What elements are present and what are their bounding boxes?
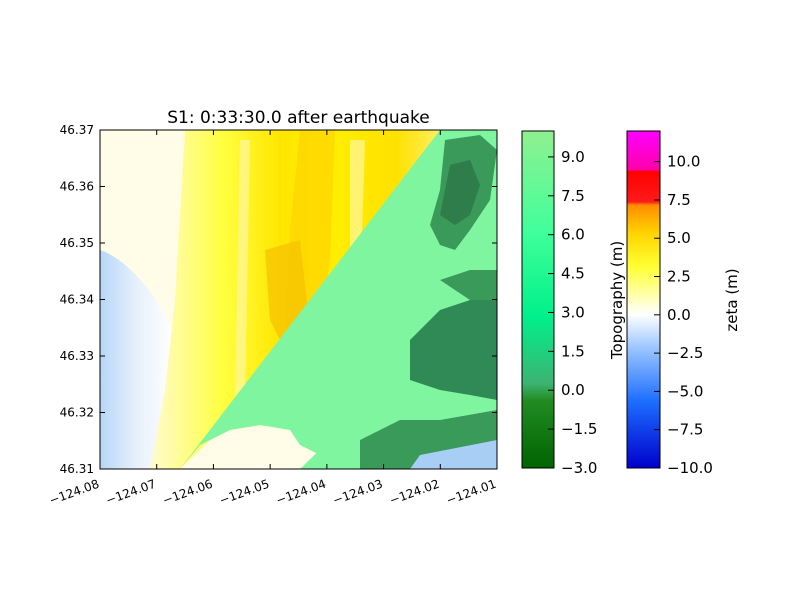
y-tick-label: 46.36 [60, 180, 94, 194]
colorbar-tick-label: −1.5 [561, 420, 597, 438]
colorbar-tick-label: 0.0 [667, 306, 691, 324]
colorbar-tick-label: 5.0 [667, 229, 691, 247]
y-tick-label: 46.32 [60, 406, 94, 420]
zeta-colorbar-label: zeta (m) [723, 268, 741, 331]
y-tick-label: 46.37 [60, 123, 94, 137]
x-tick-label: −124.05 [217, 477, 271, 508]
topography-colorbar [521, 130, 555, 469]
colorbar-tick-label: −5.0 [667, 382, 703, 400]
y-axis: 46.31 46.32 46.33 46.34 46.35 46.36 46.37 [60, 123, 497, 476]
colorbar-tick-label: −2.5 [667, 344, 703, 362]
x-tick-label: −124.06 [161, 477, 215, 508]
colorbar-tick-label: −10.0 [667, 459, 713, 477]
y-tick-label: 46.33 [60, 349, 94, 363]
y-tick-label: 46.31 [60, 462, 94, 476]
colorbar-tick-label: 7.5 [667, 191, 691, 209]
topography-colorbar-ticks: −3.0 −1.5 0.0 1.5 3.0 4.5 6.0 7.5 9.0 [548, 148, 597, 477]
zeta-colorbar-ticks: −10.0 −7.5 −5.0 −2.5 0.0 2.5 5.0 7.5 10.0 [654, 153, 713, 477]
x-tick-label: −124.08 [47, 477, 101, 508]
x-tick-label: −124.07 [104, 477, 158, 508]
x-tick-label: −124.02 [388, 477, 442, 508]
y-tick-label: 46.35 [60, 236, 94, 250]
y-tick-label: 46.34 [60, 293, 94, 307]
colorbar-tick-label: −7.5 [667, 421, 703, 439]
colorbar-tick-label: 3.0 [561, 303, 585, 321]
colorbar-tick-label: −3.0 [561, 459, 597, 477]
topography-colorbar-label: Topography (m) [608, 241, 626, 360]
colorbar-tick-label: 1.5 [561, 342, 585, 360]
map-image [100, 130, 497, 469]
x-tick-label: −124.03 [331, 477, 385, 508]
chart-title: S1: 0:33:30.0 after earthquake [167, 108, 430, 128]
colorbar-tick-label: 2.5 [667, 268, 691, 286]
colorbar-tick-label: 0.0 [561, 381, 585, 399]
colorbar-tick-label: 7.5 [561, 187, 585, 205]
zeta-colorbar [626, 130, 661, 469]
colorbar-tick-label: 4.5 [561, 265, 585, 283]
x-tick-label: −124.04 [274, 477, 328, 508]
colorbar-tick-label: 6.0 [561, 226, 585, 244]
colorbar-tick-label: 10.0 [667, 153, 700, 171]
colorbar-tick-label: 9.0 [561, 148, 585, 166]
x-tick-label: −124.01 [444, 477, 498, 508]
